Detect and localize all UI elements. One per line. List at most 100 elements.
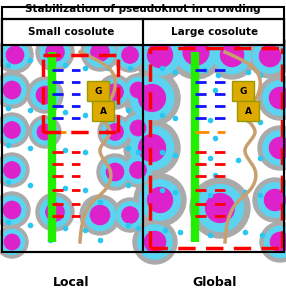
FancyBboxPatch shape: [87, 81, 109, 101]
Circle shape: [91, 43, 109, 61]
Circle shape: [117, 42, 143, 68]
Circle shape: [138, 225, 172, 259]
Circle shape: [3, 81, 21, 99]
Circle shape: [263, 81, 286, 115]
Circle shape: [221, 44, 243, 67]
Text: Large cosolute: Large cosolute: [171, 27, 258, 37]
Circle shape: [133, 220, 177, 264]
Circle shape: [130, 82, 146, 98]
Circle shape: [126, 116, 150, 140]
Circle shape: [27, 77, 63, 113]
Circle shape: [102, 119, 128, 145]
Text: Local: Local: [53, 275, 90, 289]
Circle shape: [263, 131, 286, 165]
Circle shape: [0, 157, 25, 183]
Circle shape: [264, 226, 286, 258]
Circle shape: [85, 37, 115, 67]
Text: Global: Global: [192, 275, 237, 289]
Circle shape: [107, 124, 123, 140]
Circle shape: [122, 74, 154, 106]
Bar: [2, 19, 284, 252]
FancyBboxPatch shape: [237, 101, 259, 121]
Text: G: G: [94, 86, 102, 95]
Circle shape: [269, 137, 286, 159]
Circle shape: [84, 200, 116, 231]
Circle shape: [0, 37, 33, 73]
Circle shape: [97, 154, 133, 190]
Bar: [2, 7, 284, 252]
Text: A: A: [100, 106, 106, 116]
Circle shape: [138, 85, 165, 111]
Circle shape: [101, 158, 129, 186]
Circle shape: [98, 115, 132, 149]
Circle shape: [29, 116, 61, 148]
Circle shape: [90, 206, 110, 225]
Circle shape: [40, 197, 70, 227]
Circle shape: [122, 207, 138, 223]
Circle shape: [0, 230, 25, 254]
Circle shape: [130, 120, 146, 136]
Bar: [2, 19, 284, 45]
Circle shape: [4, 234, 20, 250]
Circle shape: [248, 34, 286, 78]
Circle shape: [117, 202, 143, 228]
Circle shape: [31, 81, 59, 109]
Circle shape: [258, 126, 286, 170]
Circle shape: [138, 135, 165, 161]
Circle shape: [6, 46, 24, 64]
Circle shape: [140, 35, 180, 75]
Circle shape: [269, 87, 286, 109]
Circle shape: [113, 198, 147, 232]
FancyBboxPatch shape: [92, 101, 114, 121]
Circle shape: [102, 79, 128, 105]
Circle shape: [260, 222, 286, 262]
Circle shape: [80, 195, 120, 235]
Circle shape: [258, 183, 286, 217]
Circle shape: [213, 36, 251, 74]
Circle shape: [40, 37, 70, 67]
Circle shape: [196, 184, 243, 231]
Circle shape: [148, 43, 172, 68]
Text: G: G: [239, 86, 247, 95]
Circle shape: [98, 75, 132, 109]
Circle shape: [134, 174, 186, 226]
Circle shape: [122, 112, 154, 144]
Circle shape: [36, 33, 74, 71]
Circle shape: [169, 25, 223, 79]
Circle shape: [107, 84, 123, 100]
Circle shape: [134, 29, 186, 81]
Circle shape: [253, 39, 286, 73]
Text: A: A: [245, 106, 251, 116]
Circle shape: [0, 196, 26, 224]
Text: Small cosolute: Small cosolute: [28, 27, 115, 37]
Text: Stabilization of pseudoknot in crowding: Stabilization of pseudoknot in crowding: [25, 4, 261, 14]
Circle shape: [130, 162, 146, 178]
Circle shape: [130, 126, 174, 170]
Circle shape: [4, 162, 20, 178]
Circle shape: [36, 193, 74, 231]
Circle shape: [208, 31, 256, 79]
Circle shape: [190, 178, 250, 238]
Circle shape: [0, 192, 30, 228]
Circle shape: [259, 45, 281, 67]
Circle shape: [148, 188, 172, 212]
Circle shape: [126, 77, 150, 103]
Circle shape: [0, 72, 30, 108]
Circle shape: [144, 231, 166, 253]
Circle shape: [175, 31, 217, 73]
Circle shape: [206, 194, 235, 222]
Circle shape: [3, 201, 21, 219]
Circle shape: [46, 43, 64, 61]
Circle shape: [46, 203, 64, 221]
Bar: [2, 19, 284, 45]
Circle shape: [183, 39, 209, 65]
Circle shape: [265, 189, 285, 211]
Circle shape: [113, 38, 147, 72]
Circle shape: [1, 41, 29, 69]
Circle shape: [124, 120, 180, 176]
Circle shape: [130, 76, 174, 120]
Circle shape: [0, 226, 28, 258]
Circle shape: [106, 164, 124, 181]
FancyBboxPatch shape: [232, 81, 254, 101]
Circle shape: [0, 117, 25, 143]
